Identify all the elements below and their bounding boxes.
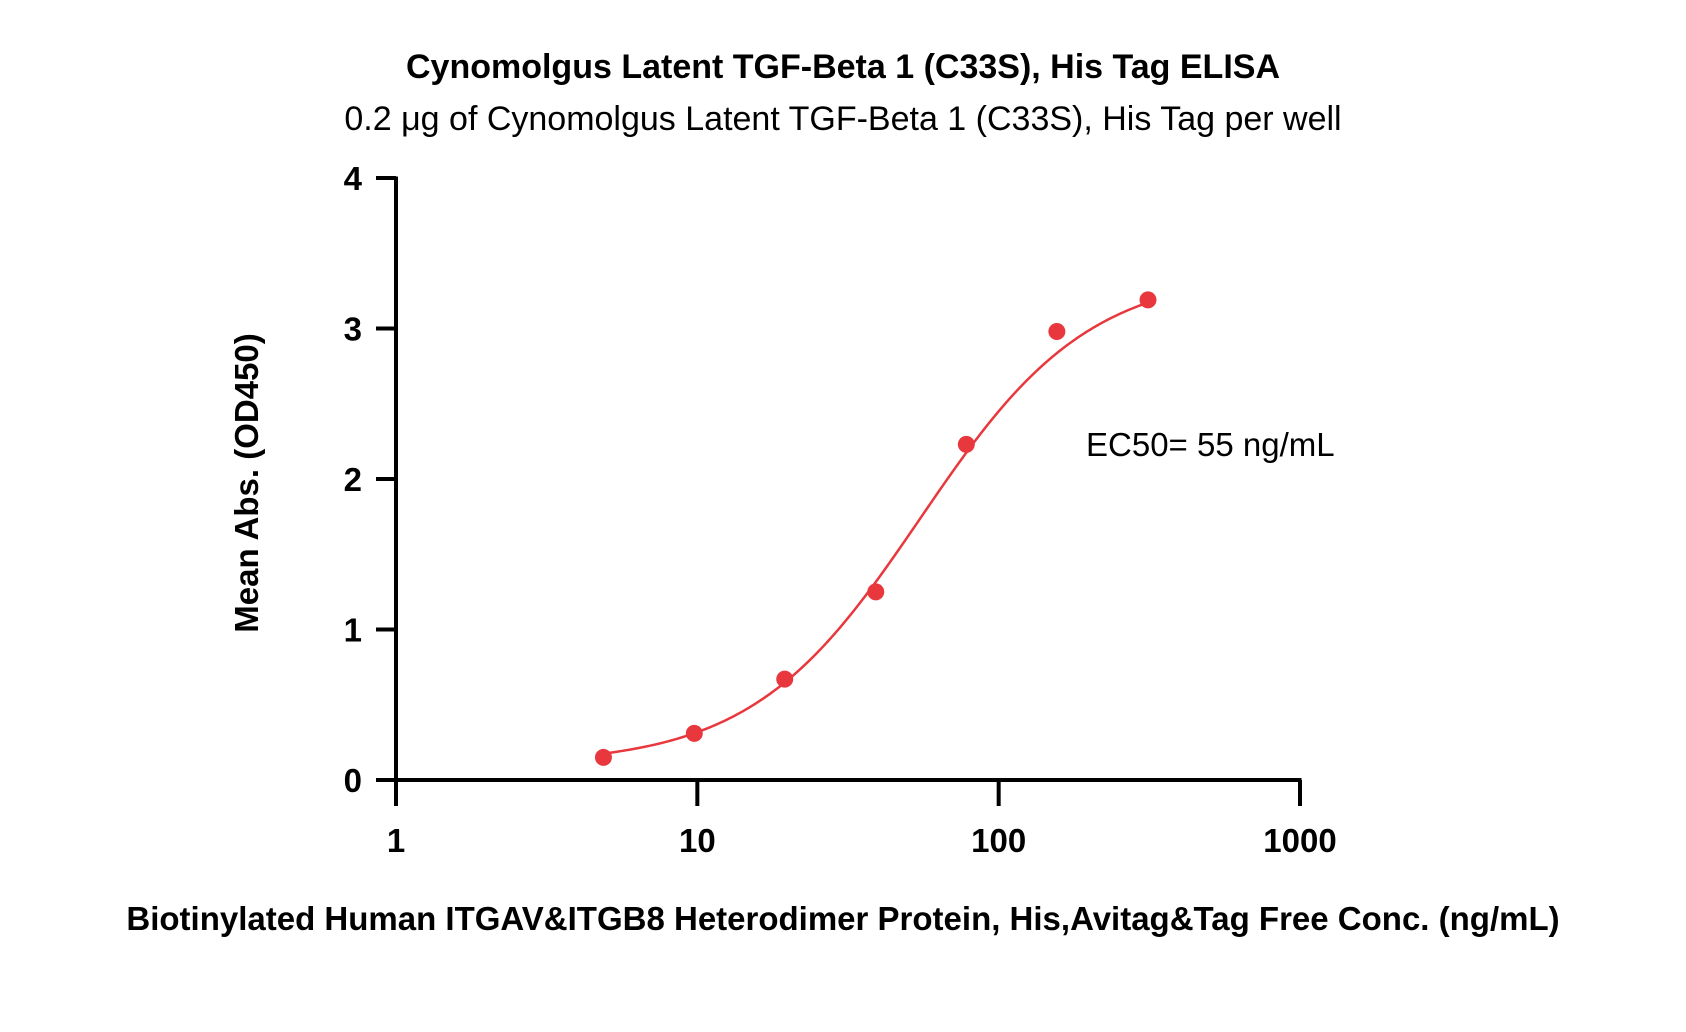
x-tick-label: 1000 xyxy=(1263,822,1336,859)
y-tick-label: 2 xyxy=(344,461,362,498)
data-point xyxy=(594,748,612,766)
x-tick-label: 1 xyxy=(387,822,405,859)
data-point xyxy=(957,435,975,453)
data-point xyxy=(1139,291,1157,309)
x-tick-label: 100 xyxy=(971,822,1026,859)
ec50-annotation: EC50= 55 ng/mL xyxy=(1086,426,1335,463)
y-tick-label: 1 xyxy=(344,612,362,649)
data-point xyxy=(1048,323,1066,341)
x-axis-title: Biotinylated Human ITGAV&ITGB8 Heterodim… xyxy=(126,900,1559,937)
x-tick-label: 10 xyxy=(679,822,716,859)
y-tick-label: 0 xyxy=(344,762,362,799)
fit-curve-group xyxy=(603,301,1149,755)
fit-curve xyxy=(603,301,1149,755)
y-axis-title: Mean Abs. (OD450) xyxy=(228,333,265,633)
y-axis: 0 1 2 3 4 xyxy=(344,160,398,799)
data-point xyxy=(867,583,885,601)
x-axis: 1 10 100 1000 xyxy=(387,778,1337,859)
data-point xyxy=(685,724,703,742)
chart-title: Cynomolgus Latent TGF-Beta 1 (C33S), His… xyxy=(406,48,1280,86)
y-tick-label: 4 xyxy=(344,160,363,197)
y-tick-label: 3 xyxy=(344,311,362,348)
data-point xyxy=(776,670,794,688)
data-points xyxy=(594,291,1157,766)
chart-subtitle: 0.2 μg of Cynomolgus Latent TGF-Beta 1 (… xyxy=(344,100,1341,138)
